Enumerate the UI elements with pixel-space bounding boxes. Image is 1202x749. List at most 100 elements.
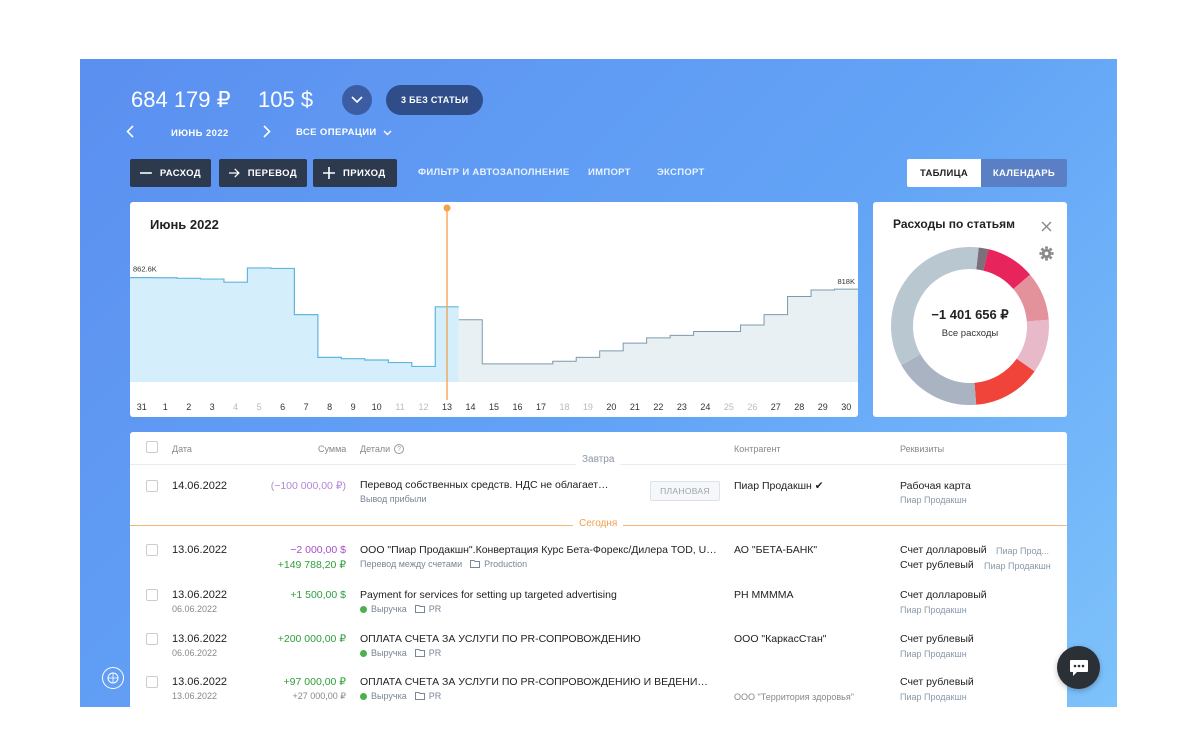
category-dot-icon xyxy=(360,649,367,657)
add-income-button[interactable]: ПРИХОД xyxy=(313,159,397,187)
column-requisites[interactable]: Реквизиты xyxy=(900,444,945,454)
x-tick-label[interactable]: 5 xyxy=(257,402,262,412)
operations-filter-dropdown[interactable]: ВСЕ ОПЕРАЦИИ xyxy=(296,127,392,138)
x-tick-label[interactable]: 18 xyxy=(559,402,569,412)
x-tick-label[interactable]: 17 xyxy=(536,402,546,412)
donut-segment[interactable] xyxy=(901,353,977,405)
row-tags: Выручка PR xyxy=(360,648,441,658)
x-tick-label[interactable]: 7 xyxy=(304,402,309,412)
x-tick-label[interactable]: 31 xyxy=(137,402,147,412)
donut-segment[interactable] xyxy=(982,249,1031,290)
import-link[interactable]: ИМПОРТ xyxy=(588,167,631,178)
x-tick-label[interactable]: 4 xyxy=(233,402,238,412)
add-expense-button[interactable]: РАСХОД xyxy=(130,159,211,187)
x-tick-label[interactable]: 19 xyxy=(583,402,593,412)
x-tick-label[interactable]: 9 xyxy=(351,402,356,412)
add-transfer-button[interactable]: ПЕРЕВОД xyxy=(219,159,307,187)
table-row[interactable]: 14.06.2022 (−100 000,00 ₽) Перевод собст… xyxy=(130,472,1067,518)
donut-segment[interactable] xyxy=(891,247,979,366)
x-tick-label[interactable]: 23 xyxy=(677,402,687,412)
row-checkbox[interactable] xyxy=(146,676,158,688)
x-tick-label[interactable]: 26 xyxy=(747,402,757,412)
row-company-secondary: Пиар Продакшн xyxy=(984,561,1051,571)
category-dot-icon xyxy=(360,605,367,613)
chevron-right-icon xyxy=(263,125,271,138)
donut-segment[interactable] xyxy=(976,247,989,271)
export-link[interactable]: ЭКСПОРТ xyxy=(657,167,705,178)
row-checkbox[interactable] xyxy=(146,633,158,645)
row-counterparty: ООО "КаркасСтан" xyxy=(734,633,827,645)
filter-autofill-link[interactable]: ФИЛЬТР И АВТОЗАПОЛНЕНИЕ xyxy=(418,167,570,178)
planned-badge[interactable]: ПЛАНОВАЯ xyxy=(650,481,720,501)
column-details[interactable]: Детали ? xyxy=(360,444,405,454)
x-tick-label[interactable]: 15 xyxy=(489,402,499,412)
row-amount: +1 500,00 $ xyxy=(290,589,346,601)
donut-segment[interactable] xyxy=(1013,274,1049,322)
x-tick-label[interactable]: 14 xyxy=(466,402,476,412)
x-tick-label[interactable]: 6 xyxy=(280,402,285,412)
no-category-badge[interactable]: 3 БЕЗ СТАТЬИ xyxy=(386,85,484,115)
expand-balances-button[interactable] xyxy=(342,85,372,115)
row-checkbox[interactable] xyxy=(146,480,158,492)
close-panel-button[interactable] xyxy=(1041,219,1052,237)
row-date-secondary: 06.06.2022 xyxy=(172,648,218,658)
add-expense-label: РАСХОД xyxy=(159,167,201,179)
operations-filter-label: ВСЕ ОПЕРАЦИИ xyxy=(296,127,377,138)
x-tick-label[interactable]: 16 xyxy=(512,402,522,412)
view-calendar-tab[interactable]: КАЛЕНДАРЬ xyxy=(981,159,1067,187)
row-details: ООО "Пиар Продакшн".Конвертация Курс Бет… xyxy=(360,544,718,556)
row-counterparty: ООО "Территория здоровья" xyxy=(734,692,854,702)
donut-segment[interactable] xyxy=(1016,319,1049,372)
help-icon[interactable]: ? xyxy=(394,444,405,454)
column-date[interactable]: Дата xyxy=(172,444,192,454)
expenses-donut[interactable] xyxy=(890,245,1050,407)
x-tick-label[interactable]: 24 xyxy=(700,402,710,412)
x-tick-label[interactable]: 12 xyxy=(419,402,429,412)
folder-icon xyxy=(414,649,425,657)
column-amount[interactable]: Сумма xyxy=(318,444,347,454)
row-details: Перевод собственных средств. НДС не обла… xyxy=(360,479,610,491)
today-marker-dot[interactable] xyxy=(443,204,451,212)
x-tick-label[interactable]: 2 xyxy=(186,402,191,412)
x-tick-label[interactable]: 21 xyxy=(630,402,640,412)
prev-period-button[interactable] xyxy=(126,125,134,143)
folder-icon xyxy=(414,605,425,613)
arrow-right-icon xyxy=(229,168,240,178)
table-row[interactable]: 13.06.2022 06.06.2022 +1 500,00 $ Paymen… xyxy=(130,583,1067,623)
settings-button[interactable] xyxy=(1039,246,1054,266)
table-row[interactable]: 13.06.2022 13.06.2022 +97 000,00 ₽ +27 0… xyxy=(130,670,1067,707)
x-tick-label[interactable]: 29 xyxy=(818,402,828,412)
help-center-button[interactable] xyxy=(102,667,124,689)
donut-segment[interactable] xyxy=(973,358,1035,405)
table-row[interactable]: 13.06.2022 06.06.2022 +200 000,00 ₽ ОПЛА… xyxy=(130,627,1067,667)
chat-button[interactable] xyxy=(1057,646,1100,689)
select-all-checkbox[interactable] xyxy=(146,441,158,453)
tomorrow-label: Завтра xyxy=(576,454,621,465)
chart-line-past xyxy=(130,267,459,368)
x-tick-label[interactable]: 3 xyxy=(210,402,215,412)
x-tick-label[interactable]: 27 xyxy=(771,402,781,412)
row-checkbox[interactable] xyxy=(146,544,158,556)
row-checkbox[interactable] xyxy=(146,589,158,601)
x-tick-label[interactable]: 30 xyxy=(841,402,851,412)
row-category: Вывод прибыли xyxy=(360,494,427,504)
column-counterparty[interactable]: Контрагент xyxy=(734,444,781,454)
x-tick-label[interactable]: 10 xyxy=(372,402,382,412)
x-tick-label[interactable]: 8 xyxy=(327,402,332,412)
folder-icon xyxy=(470,560,481,568)
x-tick-label[interactable]: 13 xyxy=(442,402,452,412)
x-tick-label[interactable]: 20 xyxy=(606,402,616,412)
x-tick-label[interactable]: 25 xyxy=(724,402,734,412)
view-table-tab[interactable]: ТАБЛИЦА xyxy=(907,159,981,187)
period-label: ИЮНЬ 2022 xyxy=(171,128,229,139)
row-date: 13.06.2022 xyxy=(172,544,228,556)
next-period-button[interactable] xyxy=(263,125,271,143)
row-amount: +97 000,00 ₽ xyxy=(283,676,346,688)
table-row[interactable]: 13.06.2022 −2 000,00 $ +149 788,20 ₽ ООО… xyxy=(130,538,1067,578)
x-tick-label[interactable]: 22 xyxy=(653,402,663,412)
row-account: Рабочая карта xyxy=(900,480,971,492)
x-tick-label[interactable]: 11 xyxy=(395,402,404,412)
x-tick-label[interactable]: 1 xyxy=(163,402,168,412)
x-tick-label[interactable]: 28 xyxy=(794,402,804,412)
